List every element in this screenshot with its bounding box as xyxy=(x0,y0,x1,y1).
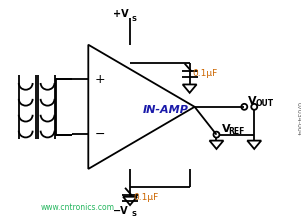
Text: www.cntronics.com: www.cntronics.com xyxy=(41,203,115,212)
Text: REF: REF xyxy=(228,127,245,136)
Text: S: S xyxy=(131,211,136,217)
Text: 0.1μF: 0.1μF xyxy=(193,69,218,78)
Text: +V: +V xyxy=(113,9,129,19)
Text: 0.1μF: 0.1μF xyxy=(133,193,158,202)
Text: V: V xyxy=(248,96,257,106)
Text: V: V xyxy=(222,124,230,134)
Text: S: S xyxy=(131,16,136,22)
Text: 07034-004: 07034-004 xyxy=(296,102,300,136)
Text: +: + xyxy=(94,73,105,86)
Text: −V: −V xyxy=(113,206,129,216)
Text: OUT: OUT xyxy=(255,99,273,108)
Text: IN-AMP: IN-AMP xyxy=(142,105,188,115)
Text: −: − xyxy=(94,128,105,141)
